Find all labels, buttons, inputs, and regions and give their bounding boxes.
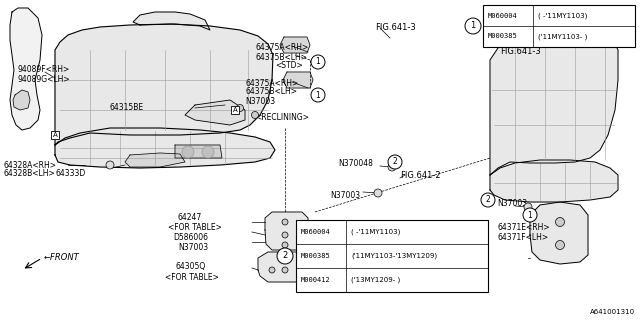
Text: 94089F<RH>: 94089F<RH>	[18, 66, 70, 75]
Circle shape	[388, 163, 396, 171]
Polygon shape	[530, 202, 588, 264]
Text: N37003: N37003	[330, 190, 360, 199]
Text: ('11MY1103-'13MY1209): ('11MY1103-'13MY1209)	[351, 253, 437, 259]
Text: 64305Q: 64305Q	[175, 262, 205, 271]
Text: 94089G<LH>: 94089G<LH>	[18, 75, 70, 84]
Circle shape	[269, 267, 275, 273]
Polygon shape	[55, 24, 273, 145]
Polygon shape	[185, 100, 245, 125]
Text: <STD>: <STD>	[275, 61, 303, 70]
Text: 1: 1	[316, 58, 321, 67]
Circle shape	[297, 267, 303, 273]
Polygon shape	[258, 252, 315, 282]
Circle shape	[311, 55, 325, 69]
Circle shape	[282, 267, 288, 273]
Circle shape	[388, 155, 402, 169]
Bar	[483, 5, 635, 47]
Circle shape	[556, 241, 564, 250]
Text: 64328B<LH>: 64328B<LH>	[3, 170, 55, 179]
Circle shape	[282, 232, 288, 238]
Text: 2: 2	[392, 157, 397, 166]
Text: ('13MY1209- ): ('13MY1209- )	[351, 277, 400, 283]
Text: ( -'11MY1103): ( -'11MY1103)	[538, 12, 588, 19]
Text: N370048: N370048	[338, 158, 373, 167]
Text: M000385: M000385	[301, 253, 331, 259]
Circle shape	[282, 242, 288, 248]
Text: ←FRONT: ←FRONT	[44, 253, 80, 262]
Text: M060004: M060004	[488, 12, 518, 19]
Polygon shape	[280, 37, 310, 53]
Polygon shape	[490, 27, 618, 175]
Polygon shape	[55, 128, 275, 168]
Circle shape	[237, 105, 243, 111]
Polygon shape	[175, 145, 222, 158]
Text: 64375B<LH>: 64375B<LH>	[245, 87, 297, 97]
Text: 64333D: 64333D	[55, 170, 85, 179]
Circle shape	[374, 189, 382, 197]
Text: M060004: M060004	[301, 229, 331, 235]
Bar	[296, 220, 488, 292]
Text: FIG.641-3: FIG.641-3	[375, 23, 416, 33]
Circle shape	[481, 193, 495, 207]
Text: 1: 1	[527, 211, 532, 220]
Text: 64375A<RH>: 64375A<RH>	[255, 44, 308, 52]
Text: 64375A<RH>: 64375A<RH>	[245, 78, 298, 87]
Polygon shape	[283, 72, 313, 88]
Text: 64371F<LH>: 64371F<LH>	[497, 234, 548, 243]
Text: FIG.641-3: FIG.641-3	[500, 47, 541, 57]
Polygon shape	[125, 153, 185, 167]
Circle shape	[202, 146, 214, 158]
Text: N37003: N37003	[497, 198, 527, 207]
Text: N37003: N37003	[178, 244, 208, 252]
Text: A641001310: A641001310	[590, 309, 635, 315]
Circle shape	[556, 218, 564, 227]
Circle shape	[252, 111, 259, 118]
Circle shape	[465, 18, 481, 34]
Text: N37003: N37003	[245, 97, 275, 106]
Polygon shape	[133, 12, 210, 30]
Text: FIG.641-2: FIG.641-2	[400, 171, 440, 180]
Circle shape	[182, 146, 194, 158]
Text: ( -'11MY1103): ( -'11MY1103)	[351, 229, 401, 235]
Text: 64247: 64247	[178, 213, 202, 222]
Text: 2: 2	[486, 196, 490, 204]
Text: <RECLINING>: <RECLINING>	[255, 114, 309, 123]
Circle shape	[523, 208, 537, 222]
Polygon shape	[10, 8, 42, 130]
Text: 2: 2	[282, 252, 287, 260]
Text: A: A	[52, 132, 58, 138]
Text: <FOR TABLE>: <FOR TABLE>	[168, 223, 222, 233]
Circle shape	[277, 248, 293, 264]
Polygon shape	[490, 160, 618, 202]
Text: M000412: M000412	[301, 277, 331, 283]
Circle shape	[106, 161, 114, 169]
Polygon shape	[543, 14, 590, 35]
Text: 1: 1	[316, 91, 321, 100]
Circle shape	[524, 203, 532, 211]
Text: M000385: M000385	[488, 34, 518, 39]
Circle shape	[311, 88, 325, 102]
Text: 64371E<RH>: 64371E<RH>	[497, 223, 550, 233]
Text: 64375B<LH>: 64375B<LH>	[255, 52, 307, 61]
Text: D586006: D586006	[173, 234, 208, 243]
Text: A: A	[232, 107, 237, 113]
Text: 64315BE: 64315BE	[110, 103, 144, 113]
Text: 64328A<RH>: 64328A<RH>	[3, 161, 56, 170]
Text: ('11MY1103- ): ('11MY1103- )	[538, 33, 588, 40]
Circle shape	[282, 219, 288, 225]
Text: <FOR TABLE>: <FOR TABLE>	[165, 273, 219, 282]
Polygon shape	[265, 212, 308, 250]
Text: 1: 1	[470, 21, 476, 30]
Polygon shape	[13, 90, 30, 110]
